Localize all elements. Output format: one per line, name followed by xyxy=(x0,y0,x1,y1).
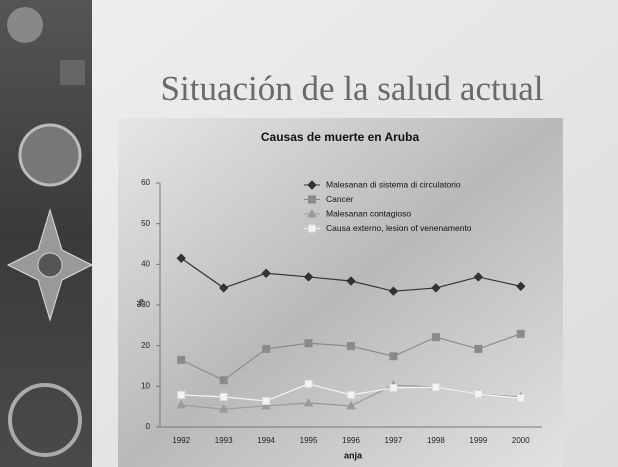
x-tick-label: 1995 xyxy=(300,436,318,445)
chart-title: Causas de muerte en Aruba xyxy=(261,130,420,144)
data-point xyxy=(178,391,185,398)
data-point xyxy=(220,377,227,384)
x-tick-label: 2000 xyxy=(512,436,530,445)
y-tick-label: 0 xyxy=(146,422,151,431)
y-tick-label: 30 xyxy=(141,300,150,309)
data-point xyxy=(475,345,482,352)
data-point xyxy=(517,395,524,402)
slide: Situación de la salud actual Causas de m… xyxy=(0,0,618,467)
y-tick-label: 40 xyxy=(141,259,150,268)
x-tick-label: 1993 xyxy=(215,436,233,445)
y-tick-label: 10 xyxy=(141,381,150,390)
slide-title: Situación de la salud actual xyxy=(161,69,544,108)
x-tick-label: 1992 xyxy=(172,436,190,445)
legend-label: Cancer xyxy=(326,194,354,204)
legend-marker xyxy=(309,196,316,203)
legend-label: Malesanan contagioso xyxy=(326,208,411,218)
x-tick-label: 1994 xyxy=(257,436,275,445)
data-point xyxy=(475,391,482,398)
legend-marker xyxy=(309,225,316,232)
x-axis-label: anja xyxy=(344,450,363,460)
data-point xyxy=(348,391,355,398)
y-tick-label: 60 xyxy=(141,178,150,187)
data-point xyxy=(220,393,227,400)
data-point xyxy=(305,380,312,387)
x-tick-label: 1997 xyxy=(385,436,403,445)
data-point xyxy=(263,397,270,404)
x-tick-label: 1996 xyxy=(342,436,360,445)
legend-label: Malesanan di sistema di circulatorio xyxy=(326,179,461,189)
data-point xyxy=(178,356,185,363)
chart-area xyxy=(118,118,563,467)
data-point xyxy=(390,353,397,360)
data-point xyxy=(348,343,355,350)
data-point xyxy=(263,345,270,352)
data-point xyxy=(432,334,439,341)
data-point xyxy=(432,384,439,391)
data-point xyxy=(390,384,397,391)
y-tick-label: 50 xyxy=(141,219,150,228)
data-point xyxy=(517,330,524,337)
decorative-strip xyxy=(0,0,92,467)
x-tick-label: 1999 xyxy=(469,436,487,445)
x-tick-label: 1998 xyxy=(427,436,445,445)
data-point xyxy=(305,340,312,347)
y-tick-label: 20 xyxy=(141,341,150,350)
legend-label: Causa externo, lesion of venenamento xyxy=(326,223,472,233)
